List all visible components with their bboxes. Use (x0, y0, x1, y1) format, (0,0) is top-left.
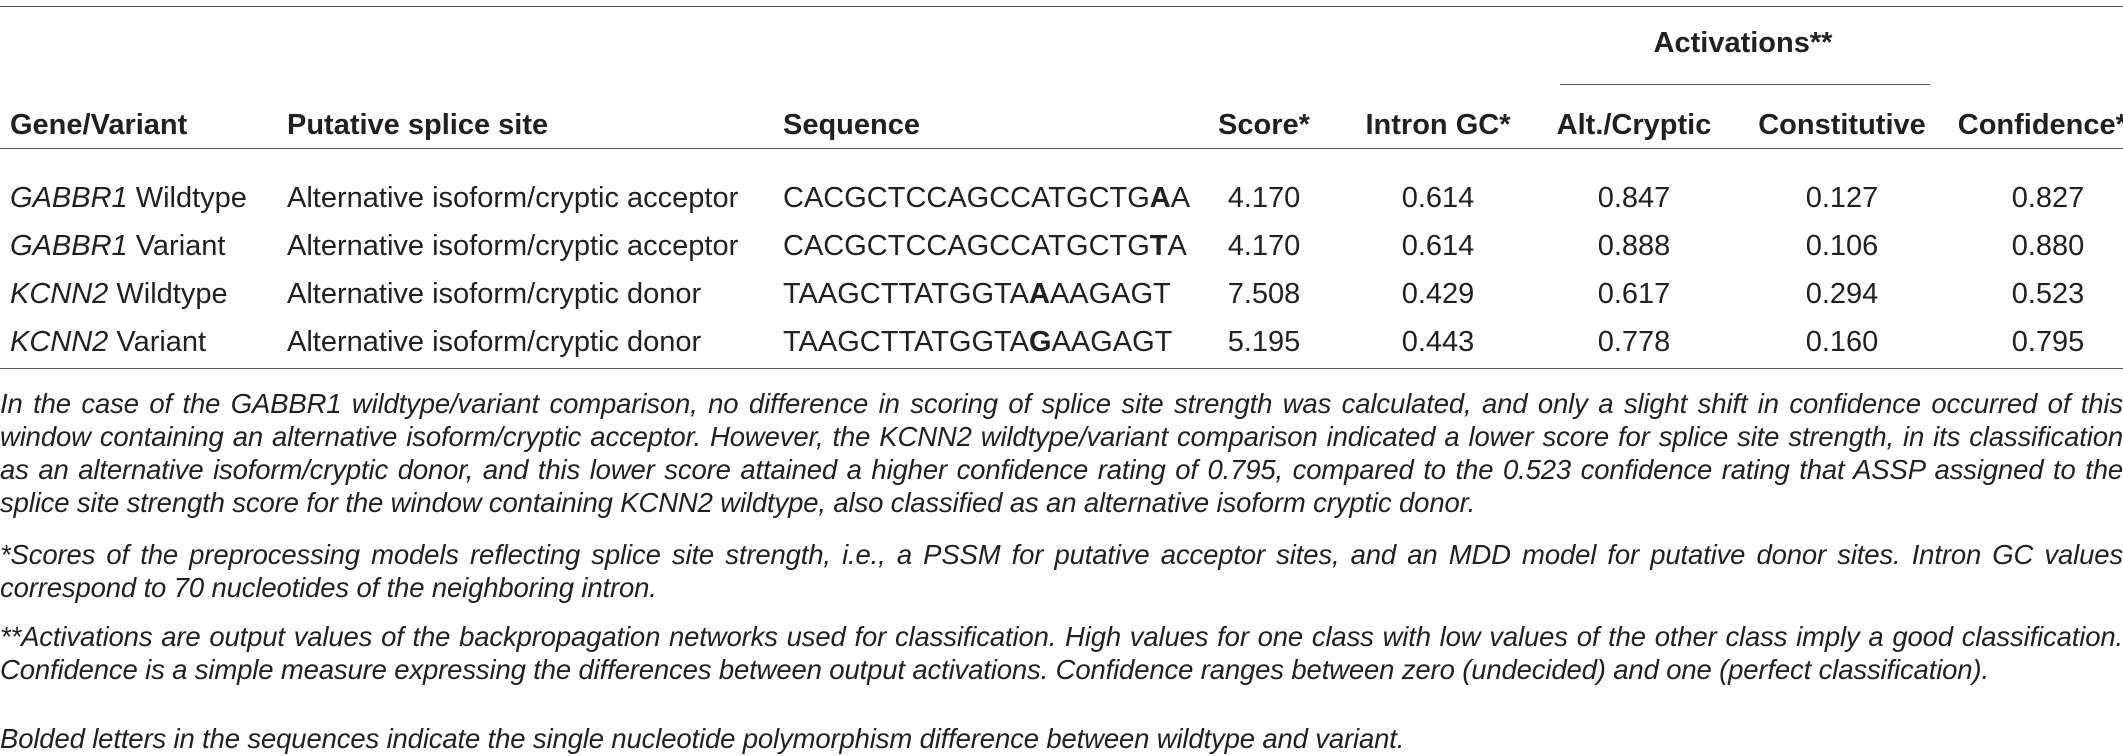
cell-constitutive: 0.160 (1805, 326, 1879, 358)
variant-label: Wildtype (116, 278, 228, 310)
variant-label: Variant (135, 230, 226, 262)
cell-gene-variant: KCNN2 Wildtype (10, 280, 228, 309)
sequence-suffix: AAGAGT (1051, 326, 1173, 358)
header-gene-variant: Gene/Variant (10, 109, 188, 141)
cell-constitutive: 0.127 (1805, 182, 1879, 214)
gene-name: KCNN2 (10, 326, 109, 358)
sequence-prefix: CACGCTCCAGCCATGCTG (783, 182, 1150, 214)
cell-splice-site: Alternative isoform/cryptic donor (287, 278, 702, 310)
sequence-prefix: TAAGCTTATGGTA (783, 278, 1029, 310)
header-intron-gc: Intron GC* (1365, 109, 1511, 141)
cell-score: 4.170 (1227, 230, 1301, 262)
snp-base: G (1028, 326, 1052, 358)
header-alt-cryptic: Alt./Cryptic (1556, 109, 1712, 141)
sequence-suffix: A (1167, 230, 1187, 262)
header-confidence: Confidence** (1957, 109, 2123, 141)
gene-name: KCNN2 (10, 278, 109, 310)
header-putative-splice-site: Putative splice site (287, 109, 549, 141)
table-bottom-rule (0, 368, 2123, 369)
cell-confidence: 0.523 (2011, 278, 2085, 310)
cell-gene-variant: KCNN2 Variant (10, 328, 206, 357)
footnote-activations: **Activations are output values of the b… (0, 621, 2123, 685)
cell-splice-site: Alternative isoform/cryptic acceptor (287, 182, 739, 214)
cell-score: 7.508 (1227, 278, 1301, 310)
gene-name: GABBR1 (10, 182, 128, 214)
cell-constitutive: 0.106 (1805, 230, 1879, 262)
header-score: Score* (1218, 109, 1310, 141)
snp-base: T (1149, 230, 1168, 262)
cell-score: 5.195 (1227, 326, 1301, 358)
gene-name: GABBR1 (10, 230, 128, 262)
snp-base: A (1028, 278, 1050, 310)
header-activations-group: Activations** (1653, 27, 1833, 59)
snp-base: A (1149, 182, 1171, 214)
sequence-prefix: TAAGCTTATGGTA (783, 326, 1029, 358)
footnote-summary: In the case of the GABBR1 wildtype/varia… (0, 388, 2123, 518)
sequence-suffix: A (1170, 182, 1191, 214)
cell-intron-gc: 0.614 (1401, 230, 1475, 262)
cell-alt-cryptic: 0.617 (1597, 278, 1671, 310)
cell-intron-gc: 0.429 (1401, 278, 1475, 310)
table-top-rule (0, 6, 2123, 7)
cell-sequence: CACGCTCCAGCCATGCTGTA (783, 232, 1187, 261)
cell-gene-variant: GABBR1 Wildtype (10, 184, 247, 213)
sequence-prefix: CACGCTCCAGCCATGCTG (783, 230, 1150, 262)
variant-label: Wildtype (135, 182, 247, 214)
cell-sequence: TAAGCTTATGGTAGAAGAGT (783, 328, 1172, 357)
header-rule (0, 148, 2123, 149)
cell-confidence: 0.795 (2011, 326, 2085, 358)
cell-alt-cryptic: 0.778 (1597, 326, 1671, 358)
header-sequence: Sequence (783, 109, 920, 141)
cell-sequence: CACGCTCCAGCCATGCTGAA (783, 184, 1190, 213)
cell-sequence: TAAGCTTATGGTAAAAGAGT (783, 280, 1171, 309)
sequence-suffix: AAGAGT (1049, 278, 1171, 310)
cell-alt-cryptic: 0.888 (1597, 230, 1671, 262)
cell-alt-cryptic: 0.847 (1597, 182, 1671, 214)
cell-intron-gc: 0.443 (1401, 326, 1475, 358)
cell-confidence: 0.827 (2011, 182, 2085, 214)
activations-group-rule (1560, 84, 1930, 85)
cell-intron-gc: 0.614 (1401, 182, 1475, 214)
cell-splice-site: Alternative isoform/cryptic donor (287, 326, 702, 358)
cell-splice-site: Alternative isoform/cryptic acceptor (287, 230, 739, 262)
cell-constitutive: 0.294 (1805, 278, 1879, 310)
cell-score: 4.170 (1227, 182, 1301, 214)
variant-label: Variant (116, 326, 207, 358)
footnote-score: *Scores of the preprocessing models refl… (0, 539, 2123, 603)
cell-confidence: 0.880 (2011, 230, 2085, 262)
header-constitutive: Constitutive (1758, 109, 1926, 141)
footnote-bold-letters: Bolded letters in the sequences indicate… (0, 723, 1405, 754)
cell-gene-variant: GABBR1 Variant (10, 232, 225, 261)
